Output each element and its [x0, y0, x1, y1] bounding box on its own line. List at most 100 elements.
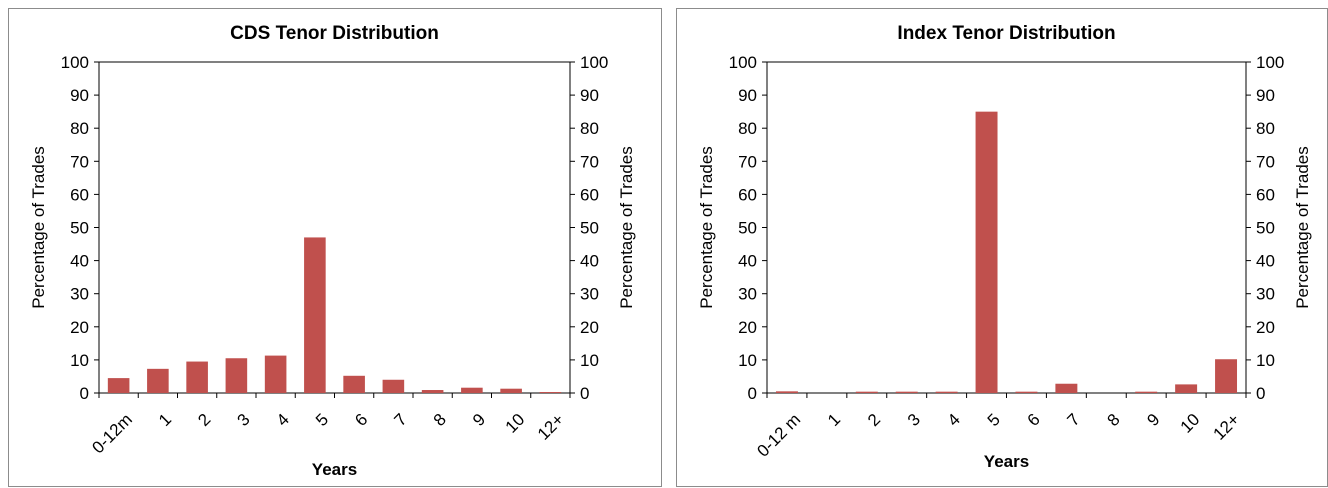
chart-title: CDS Tenor Distribution — [230, 23, 439, 44]
x-tick-label: 7 — [1064, 410, 1084, 430]
y-tick-label-right: 50 — [580, 219, 599, 238]
x-tick-label: 1 — [824, 410, 844, 430]
y-tick-label-left: 100 — [61, 53, 89, 72]
y-tick-label-left: 70 — [738, 152, 757, 171]
bar-012m — [107, 378, 130, 393]
x-tick-label: 9 — [1143, 410, 1163, 430]
y-tick-label-right: 20 — [580, 318, 599, 337]
cds-chart-panel: CDS Tenor Distribution 0 0 10 10 20 20 30 30 40 40… — [8, 8, 662, 487]
y-tick-label-left: 30 — [738, 285, 757, 304]
bar-2 — [855, 391, 878, 393]
bar-012m — [775, 391, 798, 393]
x-tick-label: 10 — [502, 410, 529, 437]
y-tick-label-left: 20 — [738, 318, 757, 337]
bar-4 — [264, 355, 287, 393]
y-tick-label-left: 70 — [70, 152, 89, 171]
y-tick-label-right: 60 — [580, 185, 599, 204]
bar-6 — [1015, 391, 1038, 393]
index-chart-panel: Index Tenor Distribution 0 0 10 10 20 20 30 30 40… — [676, 8, 1328, 487]
x-tick-label: 3 — [904, 410, 924, 430]
x-tick-label: 2 — [194, 410, 214, 430]
x-axis-title: Years — [984, 452, 1029, 471]
x-tick-label: 8 — [1103, 410, 1123, 430]
y-tick-label-right: 30 — [580, 285, 599, 304]
x-tick-label: 0-12m — [88, 410, 136, 458]
y-tick-label-left: 90 — [70, 86, 89, 105]
x-tick-label: 4 — [273, 410, 293, 430]
y-tick-label-left: 60 — [738, 185, 757, 204]
y-tick-label-right: 30 — [1256, 285, 1275, 304]
y-tick-label-right: 20 — [1256, 318, 1275, 337]
y-tick-label-right: 70 — [1256, 152, 1275, 171]
plot-area-frame — [766, 61, 1247, 394]
y-axis-title-right: Percentage of Trades — [1293, 146, 1312, 309]
y-tick-label-left: 20 — [70, 318, 89, 337]
x-tick-label: 12+ — [1210, 410, 1244, 444]
bar-10 — [500, 388, 522, 393]
bar-12 — [539, 392, 562, 393]
y-tick-label-right: 50 — [1256, 219, 1275, 238]
bar-12 — [1215, 359, 1238, 393]
y-tick-label-left: 40 — [70, 252, 89, 271]
x-tick-label: 6 — [1024, 410, 1044, 430]
plot-area-frame — [98, 61, 571, 394]
chart-title: Index Tenor Distribution — [897, 23, 1115, 44]
bar-5 — [304, 237, 326, 393]
x-tick-label: 9 — [469, 410, 489, 430]
x-tick-label: 7 — [391, 410, 411, 430]
bar-5 — [975, 111, 998, 394]
y-tick-label-right: 10 — [580, 351, 599, 370]
y-tick-label-right: 100 — [580, 53, 608, 72]
bar-3 — [225, 358, 248, 393]
y-tick-label-right: 60 — [1256, 185, 1275, 204]
bar-4 — [935, 391, 958, 393]
y-tick-label-right: 40 — [1256, 252, 1275, 271]
bar-9 — [461, 387, 483, 393]
y-tick-label-right: 10 — [1256, 351, 1275, 370]
y-tick-label-right: 90 — [580, 86, 599, 105]
y-tick-label-right: 80 — [580, 119, 599, 138]
y-tick-label-left: 40 — [738, 252, 757, 271]
bar-10 — [1175, 384, 1198, 393]
y-tick-label-right: 70 — [580, 152, 599, 171]
x-tick-label: 0-12 m — [753, 410, 804, 461]
bar-7 — [382, 379, 405, 393]
y-tick-label-left: 100 — [729, 53, 757, 72]
y-tick-label-left: 10 — [70, 351, 89, 370]
y-axis-title-right: Percentage of Trades — [617, 146, 636, 309]
bar-8 — [421, 390, 444, 393]
y-tick-label-left: 10 — [738, 351, 757, 370]
x-tick-label: 12+ — [534, 410, 568, 444]
x-tick-label: 4 — [944, 410, 964, 430]
bar-6 — [343, 375, 365, 393]
x-tick-label: 8 — [430, 410, 450, 430]
x-tick-label: 1 — [155, 410, 175, 430]
bar-2 — [186, 361, 208, 393]
bar-9 — [1135, 391, 1158, 393]
y-tick-label-left: 90 — [738, 86, 757, 105]
y-tick-label-left: 50 — [738, 219, 757, 238]
y-tick-label-right: 90 — [1256, 86, 1275, 105]
y-axis-title-left: Percentage of Trades — [697, 146, 716, 309]
y-tick-label-left: 30 — [70, 285, 89, 304]
x-tick-label: 5 — [984, 410, 1004, 430]
y-tick-label-left: 80 — [70, 119, 89, 138]
x-tick-label: 2 — [864, 410, 884, 430]
bar-3 — [895, 391, 918, 393]
y-tick-label-right: 0 — [1256, 384, 1265, 403]
y-tick-label-right: 80 — [1256, 119, 1275, 138]
y-tick-label-left: 50 — [70, 219, 89, 238]
x-tick-label: 10 — [1177, 410, 1204, 437]
x-tick-label: 3 — [234, 410, 254, 430]
x-axis-title: Years — [312, 460, 357, 479]
y-tick-label-left: 0 — [80, 384, 89, 403]
y-tick-label-left: 0 — [748, 384, 757, 403]
bar-1 — [147, 368, 169, 393]
x-tick-label: 6 — [351, 410, 371, 430]
y-tick-label-left: 80 — [738, 119, 757, 138]
bar-7 — [1055, 383, 1078, 393]
x-tick-label: 5 — [312, 410, 332, 430]
y-axis-title-left: Percentage of Trades — [29, 146, 48, 309]
